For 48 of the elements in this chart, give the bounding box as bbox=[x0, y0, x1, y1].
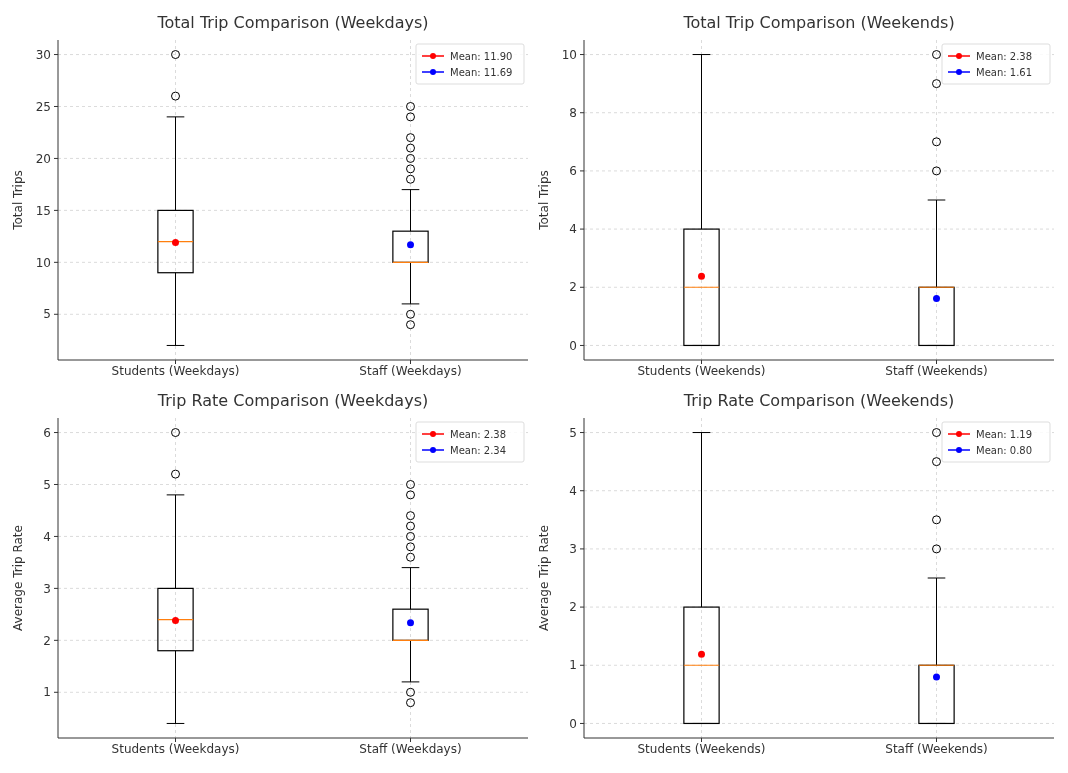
y-axis-title: Average Trip Rate bbox=[11, 525, 25, 631]
y-tick-label: 30 bbox=[35, 47, 51, 62]
y-tick-label: 10 bbox=[35, 255, 51, 270]
legend-label: Mean: 0.80 bbox=[976, 444, 1033, 456]
y-tick-label: 5 bbox=[569, 425, 577, 440]
y-tick-label: 6 bbox=[569, 164, 577, 179]
chart-title: Total Trip Comparison (Weekends) bbox=[682, 13, 955, 32]
y-tick-label: 6 bbox=[43, 425, 51, 440]
legend-label: Mean: 2.38 bbox=[450, 428, 507, 440]
y-tick-label: 5 bbox=[43, 307, 51, 322]
x-tick-label: Students (Weekends) bbox=[637, 742, 766, 756]
y-tick-label: 0 bbox=[569, 716, 577, 731]
x-tick-label: Students (Weekdays) bbox=[111, 742, 240, 756]
y-tick-label: 4 bbox=[569, 222, 577, 237]
y-tick-label: 5 bbox=[43, 477, 51, 492]
y-tick-label: 4 bbox=[43, 529, 51, 544]
y-tick-label: 2 bbox=[569, 600, 577, 615]
y-tick-label: 1 bbox=[569, 658, 577, 673]
chart-title: Trip Rate Comparison (Weekdays) bbox=[156, 391, 429, 410]
y-tick-label: 8 bbox=[569, 105, 577, 120]
y-tick-label: 25 bbox=[35, 99, 51, 114]
y-tick-label: 3 bbox=[569, 542, 577, 557]
legend-label: Mean: 1.61 bbox=[976, 66, 1033, 78]
x-tick-label: Students (Weekdays) bbox=[111, 364, 240, 378]
x-tick-label: Staff (Weekends) bbox=[885, 364, 988, 378]
y-tick-label: 0 bbox=[569, 338, 577, 353]
y-tick-label: 10 bbox=[561, 47, 577, 62]
x-tick-label: Students (Weekends) bbox=[637, 364, 766, 378]
y-tick-label: 2 bbox=[43, 633, 51, 648]
y-tick-label: 4 bbox=[569, 483, 577, 498]
y-axis-title: Average Trip Rate bbox=[537, 525, 551, 631]
y-tick-label: 20 bbox=[35, 151, 51, 166]
y-tick-label: 15 bbox=[35, 203, 51, 218]
legend-label: Mean: 2.38 bbox=[976, 50, 1033, 62]
y-tick-label: 3 bbox=[43, 581, 51, 596]
x-tick-label: Staff (Weekdays) bbox=[359, 364, 462, 378]
legend-label: Mean: 1.19 bbox=[976, 428, 1033, 440]
legend-label: Mean: 11.69 bbox=[450, 66, 513, 78]
chart-title: Trip Rate Comparison (Weekends) bbox=[682, 391, 955, 410]
y-axis-title: Total Trips bbox=[537, 170, 551, 231]
x-tick-label: Staff (Weekdays) bbox=[359, 742, 462, 756]
y-tick-label: 2 bbox=[569, 280, 577, 295]
y-axis-title: Total Trips bbox=[11, 170, 25, 231]
x-tick-label: Staff (Weekends) bbox=[885, 742, 988, 756]
y-tick-label: 1 bbox=[43, 685, 51, 700]
chart-title: Total Trip Comparison (Weekdays) bbox=[156, 13, 429, 32]
legend-label: Mean: 11.90 bbox=[450, 50, 513, 62]
legend-label: Mean: 2.34 bbox=[450, 444, 507, 456]
